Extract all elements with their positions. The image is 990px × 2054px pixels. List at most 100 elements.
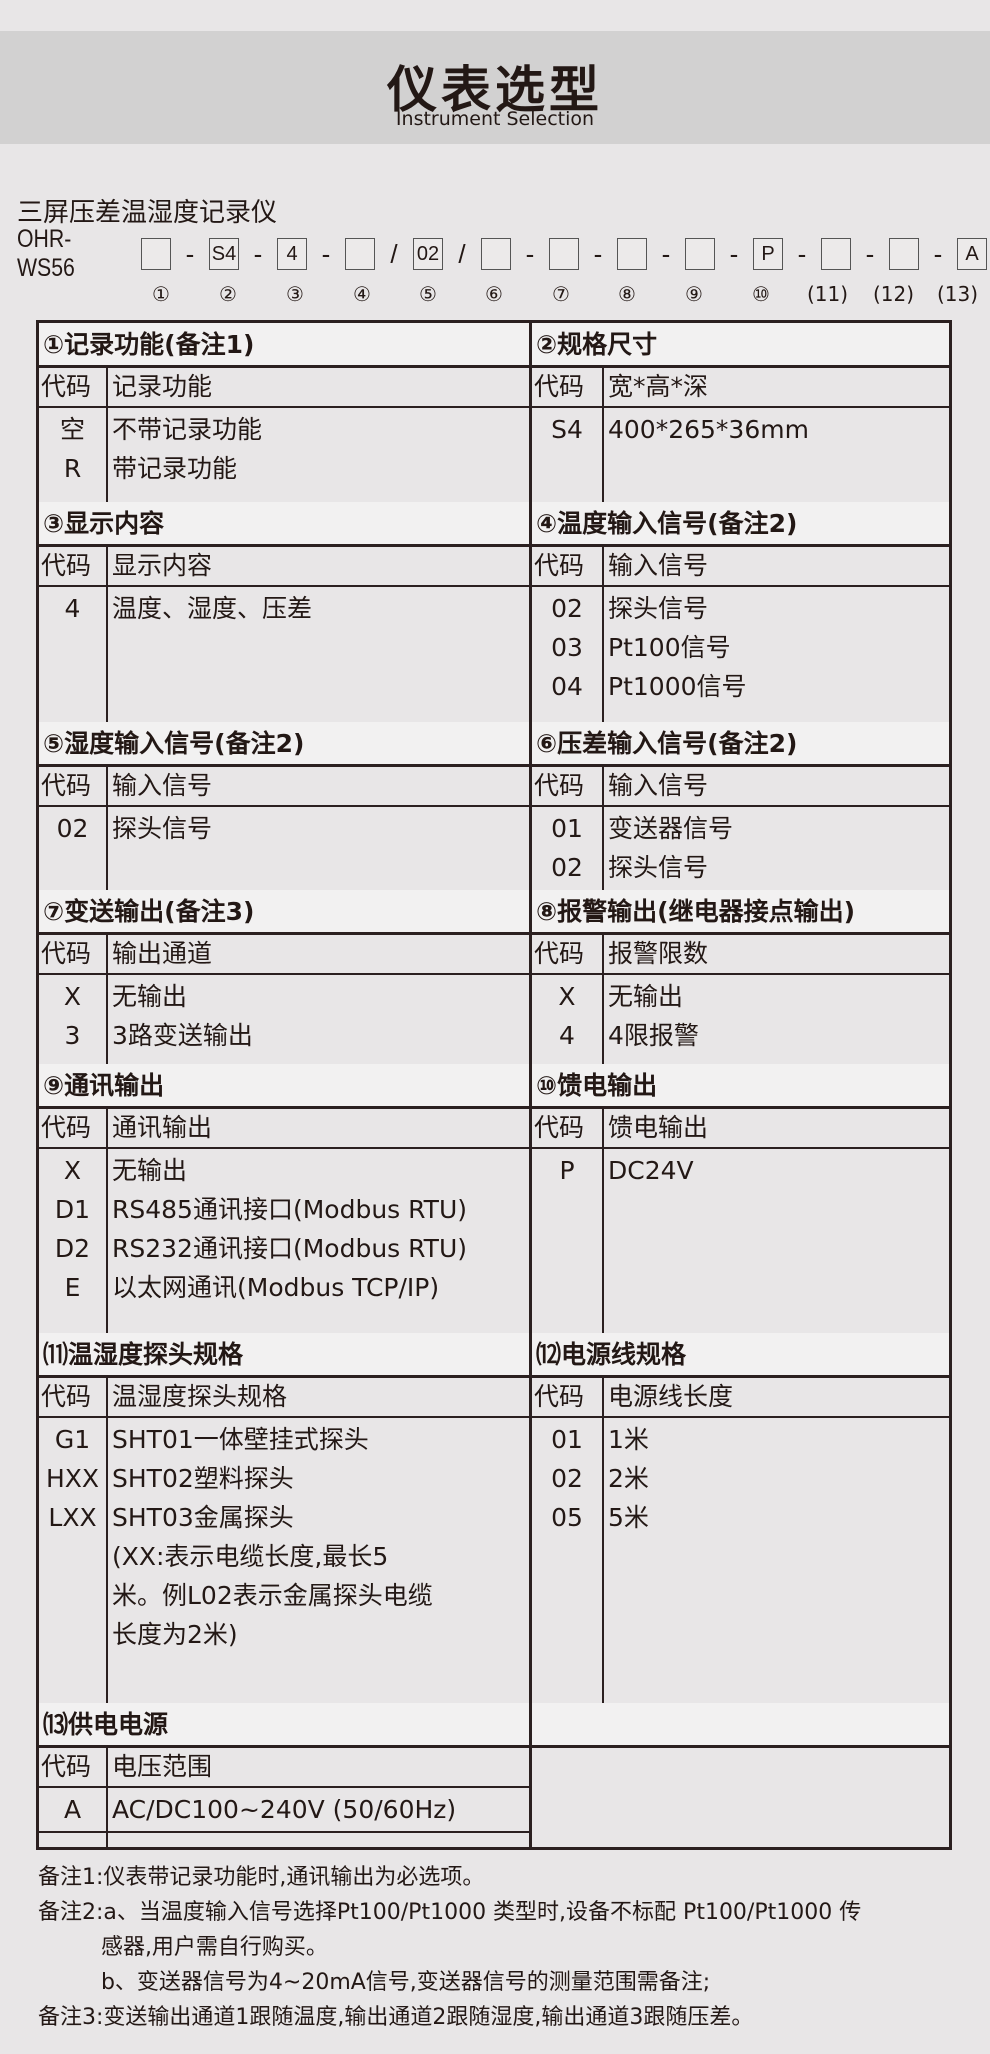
- row-description: Pt100信号: [608, 633, 731, 662]
- slot-number: ⑤: [419, 282, 437, 306]
- row-description: SHT03金属探头: [112, 1503, 294, 1532]
- code-separator: -: [797, 238, 807, 269]
- row-description: (XX:表示电缆长度,最长5: [112, 1542, 389, 1571]
- row-description: 不带记录功能: [112, 415, 263, 444]
- section-title: ④温度输入信号(备注2): [532, 502, 949, 547]
- code-header: 代码: [41, 1382, 92, 1411]
- row-code: HXX: [45, 1464, 100, 1493]
- slot-number: ⑧: [618, 282, 636, 306]
- column-header-row: 代码 输入信号: [532, 767, 949, 807]
- code-slot-4: [345, 238, 375, 270]
- row-description: 带记录功能: [112, 454, 238, 483]
- code-column-divider: [106, 935, 108, 1064]
- section-title: ①记录功能(备注1): [39, 323, 529, 368]
- row-description: 1米: [608, 1425, 649, 1454]
- row-code: D2: [54, 1234, 91, 1263]
- row-description: Pt1000信号: [608, 672, 747, 701]
- code-header: 代码: [41, 372, 92, 401]
- code-separator: -: [525, 238, 535, 269]
- note-line: 备注2:a、当温度输入信号选择Pt100/Pt1000 类型时,设备不标配 Pt…: [38, 1900, 862, 1925]
- table-section: ⑤湿度输入信号(备注2) 代码 输入信号 02 探头信号: [39, 722, 529, 890]
- row-description: 长度为2米): [112, 1620, 238, 1649]
- slot-number: (11): [807, 282, 849, 306]
- column-header-row: 代码 输入信号: [532, 547, 949, 587]
- table-section: ⑧报警输出(继电器接点输出) 代码 报警限数 X 无输出 4 4限报警: [532, 890, 949, 1064]
- note-line: 感器,用户需自行购买。: [38, 1935, 328, 1960]
- code-slot-3: 4: [277, 238, 307, 270]
- row-code: 3: [64, 1021, 81, 1050]
- code-separator: /: [390, 238, 398, 269]
- section-title: ⒀供电电源: [39, 1703, 529, 1748]
- row-code: 4: [64, 594, 81, 623]
- table-section: ④温度输入信号(备注2) 代码 输入信号 02 探头信号 03 Pt100信号 04 Pt100…: [532, 502, 949, 722]
- code-slot-8: [617, 238, 647, 270]
- column-header-row: 代码 记录功能: [39, 368, 529, 408]
- section-title: ⑩馈电输出: [532, 1064, 949, 1109]
- row-description: 无输出: [112, 1156, 188, 1185]
- code-separator: -: [253, 238, 263, 269]
- code-slot-6: [481, 238, 511, 270]
- code-separator: -: [729, 238, 739, 269]
- section-title: ③显示内容: [39, 502, 529, 547]
- row-description: AC/DC100~240V (50/60Hz): [112, 1795, 457, 1824]
- note-line: 备注3:变送输出通道1跟随温度,输出通道2跟随湿度,输出通道3跟随压差。: [38, 2005, 754, 2030]
- column-header-row: 代码 显示内容: [39, 547, 529, 587]
- slot-number: ④: [353, 282, 371, 306]
- row-code: R: [63, 454, 82, 483]
- desc-header: 馈电输出: [608, 1113, 709, 1142]
- table-section: ⑾温湿度探头规格 代码 温湿度探头规格 G1 SHT01一体壁挂式探头 HXX SHT02塑…: [39, 1333, 529, 1703]
- column-divider: [529, 323, 532, 1847]
- slot-number: ⑥: [485, 282, 503, 306]
- section-title: ⑨通讯输出: [39, 1064, 529, 1109]
- note-line: 备注1:仪表带记录功能时,通讯输出为必选项。: [38, 1865, 485, 1890]
- desc-header: 记录功能: [112, 372, 213, 401]
- code-column-divider: [602, 1109, 604, 1333]
- code-slot-7: [549, 238, 579, 270]
- column-header-row: 代码 馈电输出: [532, 1109, 949, 1149]
- row-description: 400*265*36mm: [608, 415, 809, 444]
- code-column-divider: [602, 767, 604, 890]
- model-prefix: OHR-WS56: [17, 225, 75, 282]
- code-separator: -: [593, 238, 603, 269]
- table-section: [532, 1703, 949, 1850]
- page-title: 仪表选型: [387, 61, 603, 119]
- section-title: ⑾温湿度探头规格: [39, 1333, 529, 1378]
- row-code: P: [559, 1156, 575, 1185]
- section-title: ⑤湿度输入信号(备注2): [39, 722, 529, 767]
- row-description: 温度、湿度、压差: [112, 594, 313, 623]
- row-code: 02: [551, 853, 583, 882]
- selection-table: ①记录功能(备注1) 代码 记录功能空不带记录功能 R 带记录功能 ②规格尺寸 代码 宽*高*…: [36, 320, 952, 1850]
- code-slot-12: [889, 238, 919, 270]
- code-slot-1: [141, 238, 171, 270]
- row-code: 04: [551, 672, 583, 701]
- code-separator: -: [661, 238, 671, 269]
- code-column-divider: [602, 547, 604, 722]
- code-slot-11: [821, 238, 851, 270]
- row-description: RS232通讯接口(Modbus RTU): [112, 1234, 468, 1263]
- slot-number: ⑨: [685, 282, 703, 306]
- slot-number: ②: [219, 282, 237, 306]
- code-separator: -: [321, 238, 331, 269]
- code-header: 代码: [41, 551, 92, 580]
- table-section: ⒀供电电源 代码 电压范围 A AC/DC100~240V (50/60Hz): [39, 1703, 529, 1850]
- row-code: 空: [59, 415, 85, 444]
- slot-number: (12): [873, 282, 915, 306]
- desc-header: 显示内容: [112, 551, 213, 580]
- row-code: 02: [551, 594, 583, 623]
- code-header: 代码: [41, 1113, 92, 1142]
- column-header-row: 代码 报警限数: [532, 935, 949, 975]
- row-description: 无输出: [608, 982, 684, 1011]
- desc-header: 输入信号: [608, 771, 709, 800]
- table-section: ⑦变送输出(备注3) 代码 输出通道 X 无输出 3 3路变送输出: [39, 890, 529, 1064]
- table-section: ⑨通讯输出 代码 通讯输出 X 无输出 D1 RS485通讯接口(Modbus RTU) D2…: [39, 1064, 529, 1333]
- row-code: 03: [551, 633, 583, 662]
- code-column-divider: [106, 767, 108, 890]
- desc-header: 电源线长度: [608, 1382, 734, 1411]
- code-slot-5: 02: [413, 238, 443, 270]
- table-section: ⑿电源线规格 代码 电源线长度 01 1米 02 2米 05 5米: [532, 1333, 949, 1703]
- slot-numbers: ① ② ③ ④ ⑤ ⑥ ⑦ ⑧ ⑨ ⑩ (11) (12) (13): [0, 282, 990, 310]
- section-title: ⑥压差输入信号(备注2): [532, 722, 949, 767]
- note-line: b、变送器信号为4~20mA信号,变送器信号的测量范围需备注;: [38, 1970, 711, 1995]
- desc-header: 电压范围: [112, 1752, 213, 1781]
- row-description: 米。例L02表示金属探头电缆: [112, 1581, 433, 1610]
